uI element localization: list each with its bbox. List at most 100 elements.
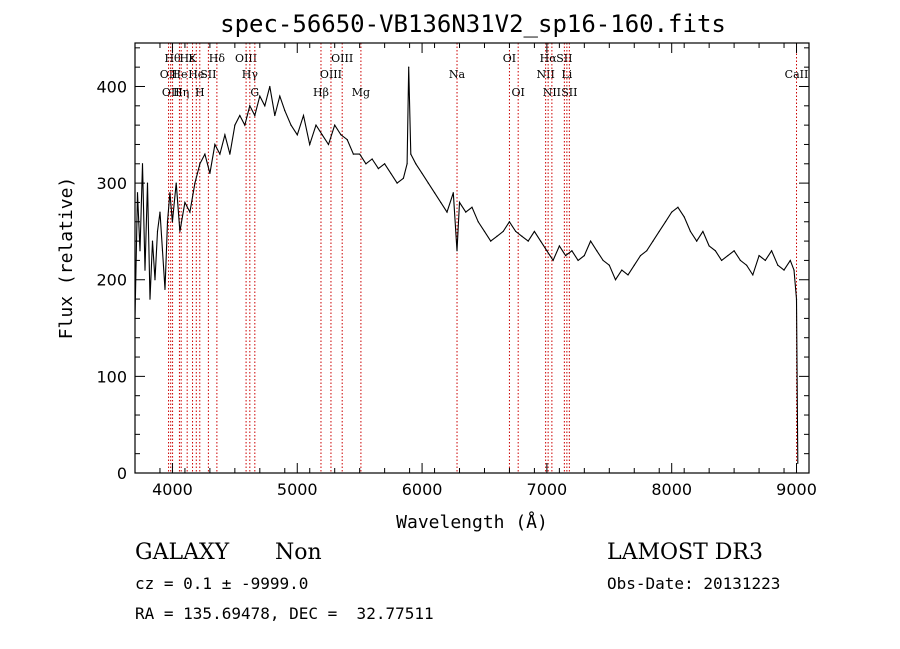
data-point	[589, 240, 592, 242]
data-point	[483, 230, 486, 233]
line-marker-label-20: OI	[511, 86, 524, 99]
data-point	[515, 230, 517, 233]
y-axis-label: Flux (relative)	[56, 177, 77, 340]
data-point	[219, 153, 221, 155]
data-point	[179, 230, 181, 233]
data-point	[402, 177, 404, 179]
data-point	[274, 114, 276, 117]
data-point	[770, 250, 773, 252]
data-point	[621, 269, 623, 271]
data-point	[571, 250, 573, 252]
data-point	[346, 139, 348, 141]
data-point	[452, 192, 454, 194]
data-point	[166, 221, 169, 223]
data-point	[708, 245, 710, 247]
data-point	[406, 163, 408, 165]
data-point	[764, 259, 766, 262]
data-point	[156, 230, 159, 233]
data-point	[639, 254, 642, 257]
line-marker-label-1: OII	[162, 86, 180, 99]
data-point	[189, 211, 191, 213]
data-point	[627, 274, 629, 276]
data-point	[254, 114, 256, 117]
data-point	[209, 172, 211, 175]
line-marker-label-12: Hγ	[242, 68, 259, 81]
data-point	[194, 182, 196, 184]
data-point	[496, 235, 498, 237]
data-point	[477, 221, 479, 223]
line-marker-label-5: Hε	[180, 52, 196, 65]
data-point	[340, 134, 342, 136]
y-tick-label: 200	[96, 271, 127, 290]
axes: 4000 5000 6000 7000 8000 9000 0 100 200 300 400	[96, 43, 817, 499]
data-point	[546, 250, 548, 252]
data-point	[269, 85, 271, 88]
data-point	[139, 250, 141, 252]
data-point	[745, 264, 748, 266]
data-point	[797, 462, 799, 464]
line-marker-label-4: Hη	[173, 86, 189, 99]
line-marker-label-11: OIII	[235, 52, 257, 65]
data-point	[733, 250, 735, 252]
data-point	[664, 221, 667, 223]
data-point	[384, 163, 386, 165]
data-point	[671, 211, 673, 213]
plot-frame	[134, 42, 810, 474]
data-point	[471, 206, 473, 208]
data-point	[408, 66, 410, 68]
data-point	[689, 230, 692, 233]
data-point	[296, 134, 298, 136]
data-point	[427, 182, 429, 184]
data-point	[558, 245, 560, 247]
data-point	[321, 134, 323, 136]
line-marker-label-17: Mg	[352, 86, 370, 99]
series-line-0	[134, 67, 799, 464]
line-marker-label-2: Hθ	[164, 52, 181, 65]
line-marker-label-6: K	[188, 52, 197, 65]
line-marker-label-21: NII	[536, 68, 554, 81]
data-point	[214, 143, 216, 146]
data-point	[224, 134, 226, 136]
coordinates: RA = 135.69478, DEC = 32.77511	[135, 604, 434, 623]
line-marker-label-25: Li	[561, 68, 572, 81]
data-point	[309, 143, 311, 146]
data-point	[702, 230, 704, 233]
data-point	[727, 254, 729, 257]
data-point	[149, 298, 151, 300]
data-point	[490, 240, 492, 242]
line-marker-label-13: G	[250, 86, 259, 99]
data-point	[421, 172, 423, 175]
data-point	[327, 143, 330, 146]
line-marker-label-14: Hβ	[313, 86, 329, 99]
data-point	[229, 153, 231, 155]
data-point	[199, 163, 201, 165]
data-point	[264, 105, 266, 107]
object-class: GALAXY	[135, 540, 230, 565]
redshift-cz: cz = 0.1 ± -9999.0	[135, 574, 309, 593]
data-point	[527, 240, 529, 242]
data-point	[151, 240, 154, 242]
data-point	[739, 259, 741, 262]
data-point	[752, 274, 754, 276]
line-marker-label-3: He	[171, 68, 187, 81]
obs-date: Obs-Date: 20131223	[607, 574, 781, 593]
data-point	[714, 250, 716, 252]
data-point	[146, 182, 149, 184]
data-point	[390, 172, 392, 175]
data-point	[602, 259, 604, 262]
data-point	[377, 168, 379, 170]
line-marker-label-26: SII	[561, 86, 577, 99]
data-point	[465, 211, 467, 213]
y-tick-label: 300	[96, 174, 127, 193]
data-point	[777, 264, 779, 266]
line-marker-label-24: SII	[556, 52, 572, 65]
data-point	[608, 264, 610, 266]
data-point	[683, 216, 685, 218]
y-tick-label: 400	[96, 77, 127, 96]
data-point	[789, 259, 791, 262]
data-point	[302, 114, 305, 117]
data-point	[315, 124, 317, 126]
data-point	[136, 192, 139, 194]
x-tick-label: 9000	[776, 480, 817, 499]
